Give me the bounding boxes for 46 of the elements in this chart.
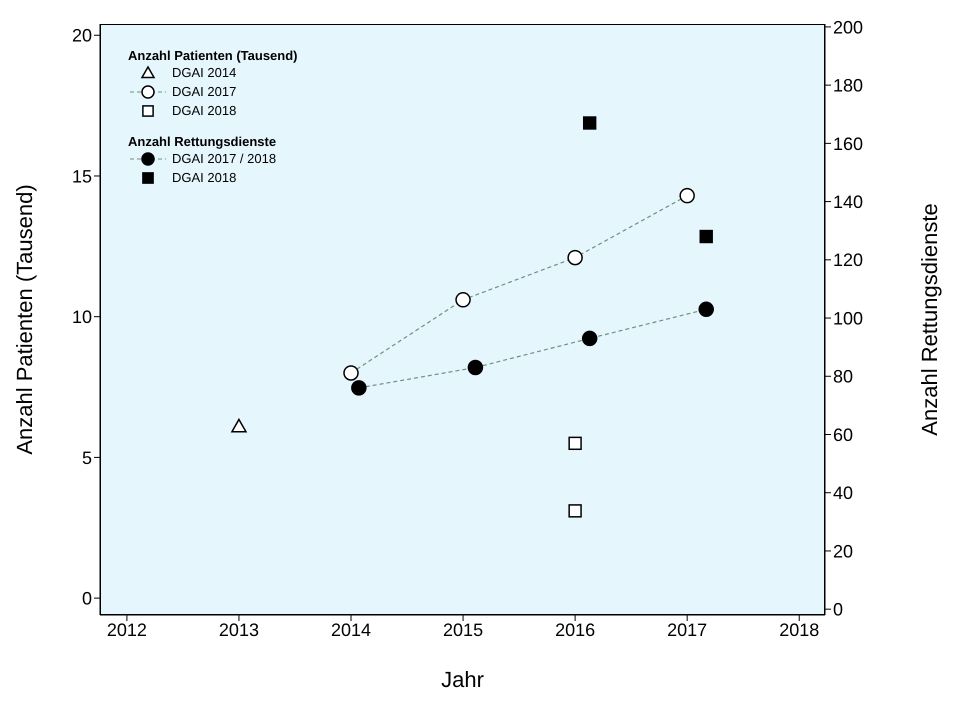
- y2-tick-label: 40: [833, 483, 854, 504]
- x-tick-label: 2017: [667, 620, 708, 640]
- y-axis-title: Anzahl Patienten (Tausend): [12, 184, 37, 455]
- point: [582, 330, 598, 346]
- y2-tick-label: 160: [833, 134, 864, 154]
- point: [698, 302, 714, 318]
- y2-axis-title: Anzahl Rettungsdienste: [916, 203, 942, 436]
- y-tick-label: 0: [82, 588, 92, 609]
- point: [231, 418, 247, 432]
- x-tick-label: 2015: [443, 620, 484, 640]
- point: [468, 360, 484, 376]
- y2-tick-label: 200: [833, 17, 864, 38]
- x-tick-label: 2016: [555, 620, 596, 640]
- legend-label: DGAI 2018: [172, 170, 236, 185]
- y-tick-label: 10: [72, 307, 92, 328]
- y2-tick-label: 100: [833, 308, 864, 328]
- point: [582, 116, 596, 130]
- point: [679, 188, 695, 204]
- x-axis-title: Jahr: [441, 667, 484, 692]
- point: [351, 380, 367, 396]
- y2-tick-label: 20: [833, 541, 854, 562]
- legend-label: DGAI 2017: [172, 84, 236, 99]
- y2-tick-label: 180: [833, 76, 864, 96]
- text: Anzahl Patienten (Tausend): [128, 48, 298, 63]
- x-tick-label: 2018: [779, 620, 820, 640]
- x-tick-label: 2012: [106, 620, 147, 640]
- x-tick-label: 2014: [330, 620, 372, 640]
- legend-label: DGAI 2017 / 2018: [172, 151, 276, 166]
- y2-tick-label: 60: [833, 424, 854, 445]
- y-tick-label: 15: [72, 166, 92, 186]
- y2-tick-label: 140: [833, 192, 864, 212]
- y2-tick-label: 80: [833, 366, 854, 387]
- point: [343, 365, 359, 381]
- point: [567, 250, 583, 266]
- legend-label: DGAI 2014: [172, 65, 236, 80]
- point: [700, 230, 713, 244]
- y-tick-label: 20: [72, 26, 92, 46]
- y2-tick-label: 0: [833, 600, 844, 620]
- y-tick-label: 5: [82, 448, 92, 468]
- point: [455, 292, 471, 308]
- x-tick-label: 2013: [218, 620, 259, 640]
- y2-tick-label: 120: [833, 250, 864, 270]
- point: [568, 504, 582, 518]
- legend-label: DGAI 2018: [172, 103, 236, 118]
- point: [568, 436, 582, 450]
- text: Anzahl Rettungsdienste: [128, 134, 276, 149]
